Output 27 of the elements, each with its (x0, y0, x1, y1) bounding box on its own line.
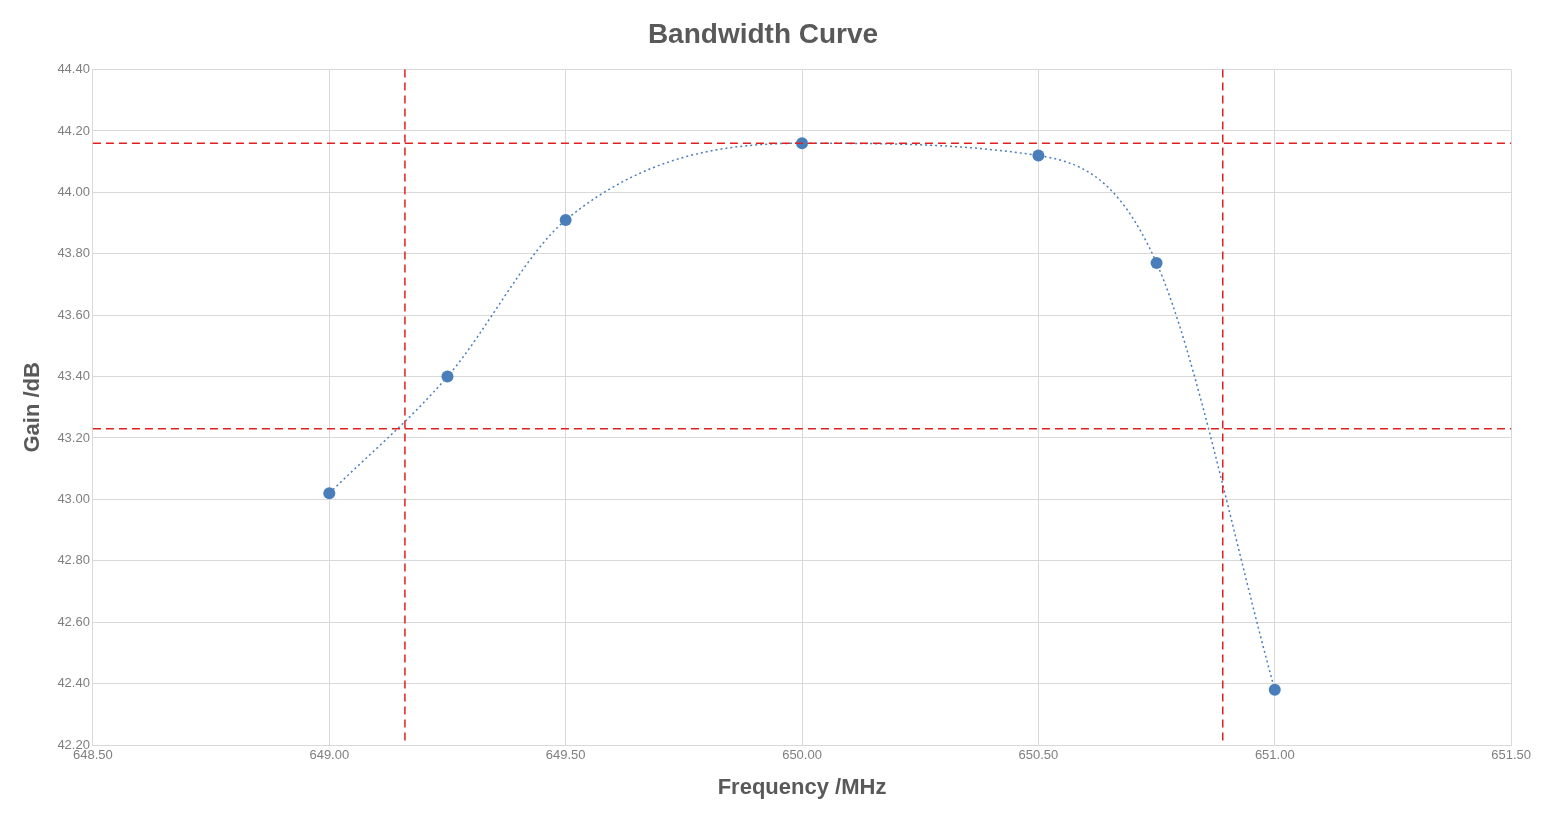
x-tick-label: 649.50 (545, 747, 586, 763)
chart-title: Bandwidth Curve (647, 17, 879, 49)
point (323, 487, 336, 500)
y-tick-label: 43.40 (57, 368, 90, 384)
x-tick-label: 649.00 (309, 747, 350, 763)
point (559, 214, 572, 227)
y-tick-label: 43.00 (57, 490, 90, 506)
y-tick-label: 42.40 (57, 675, 90, 691)
y-axis-title: Gain /dB (19, 362, 45, 453)
point (1032, 149, 1045, 162)
x-tick-label: 651.00 (1254, 747, 1295, 763)
x-tick-label: 651.50 (1491, 747, 1531, 763)
point (796, 137, 809, 150)
y-tick-label: 42.80 (57, 552, 90, 568)
point (1150, 257, 1163, 270)
y-tick-label: 43.80 (57, 245, 90, 261)
y-tick-label: 43.60 (57, 306, 90, 322)
x-axis-title: Frequency /MHz (717, 773, 887, 799)
y-tick-label: 44.40 (57, 61, 90, 77)
y-tick-label: 44.20 (57, 122, 90, 138)
y-tick-label: 42.60 (57, 613, 90, 629)
point (1268, 683, 1281, 696)
y-tick-label: 44.00 (57, 183, 90, 199)
y-tick-label: 43.20 (57, 429, 90, 445)
x-tick-label: 650.00 (782, 747, 822, 763)
point (441, 370, 454, 383)
x-tick-label: 650.50 (1018, 747, 1059, 763)
